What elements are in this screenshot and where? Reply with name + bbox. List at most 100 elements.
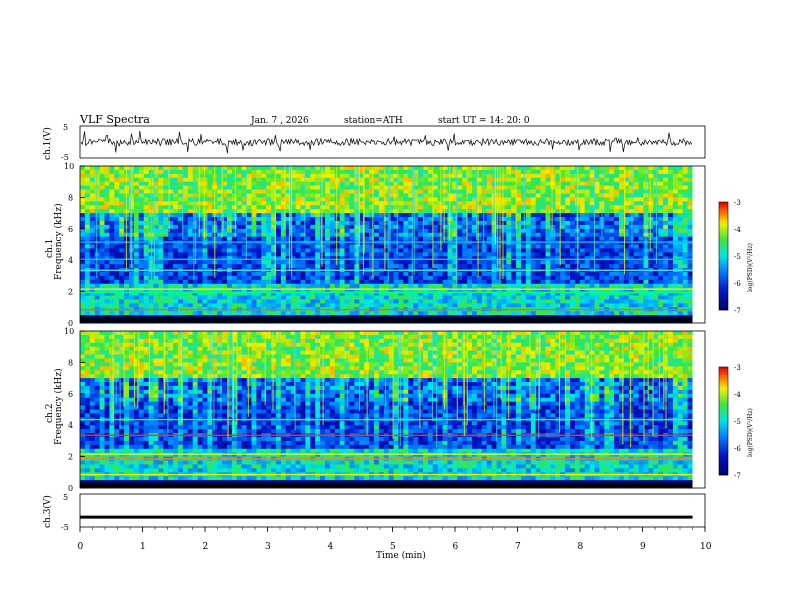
ch1-spectrogram-cell	[486, 279, 492, 285]
ch1-spectrogram-cell	[668, 283, 674, 289]
ch1-spectrogram-cell	[388, 232, 394, 238]
ch1-spectrogram-cell	[261, 279, 267, 285]
ch1-spectrogram-cell	[231, 209, 238, 214]
ch1-spectrogram-cell	[516, 311, 522, 316]
ch1-spectrogram-cell	[153, 173, 159, 179]
ch1-spectrogram-cell	[658, 220, 664, 226]
ch1-spectrogram-cell	[604, 260, 610, 265]
ch1-spectrogram-cell	[369, 185, 375, 190]
ch1-spectrogram-cell	[187, 173, 194, 179]
ch1-spectrogram-cell	[178, 295, 184, 300]
ch1-spectrogram-cell	[182, 244, 189, 249]
ch1-spectrogram-cell	[565, 193, 571, 198]
ch1-spectrogram-cell	[349, 275, 355, 281]
ch1-spectrogram-cell	[687, 185, 693, 190]
ch1-spectrogram-cell	[570, 264, 576, 269]
ch1-spectrogram-cell	[653, 283, 659, 289]
ch1-spectrogram-cell	[570, 275, 576, 281]
ch1-spectrogram-cell	[663, 252, 669, 257]
ch1-spectrogram-cell	[383, 299, 390, 304]
ch1-spectrogram-cell	[540, 201, 546, 206]
ch1-spectrogram-cell	[501, 303, 507, 308]
ch1-spectrogram-cell	[427, 232, 434, 238]
ch1-spectrogram-cell	[672, 213, 679, 218]
ch1-spectrogram-cell	[182, 166, 189, 171]
ch1-spectrogram-cell	[80, 220, 86, 226]
ch1-spectrogram-cell	[682, 189, 688, 194]
ch1-spectrogram-cell	[138, 166, 145, 171]
ch1-spectrogram-cell	[359, 299, 365, 304]
ch1-spectrogram-cell	[305, 201, 311, 206]
ch1-spectrogram-cell	[467, 248, 473, 253]
ch1-spectrogram-cell	[570, 311, 576, 316]
ch1-spectrogram-cell	[251, 260, 257, 265]
ch1-spectrogram-cell	[467, 228, 473, 234]
ch1-spectrogram-cell	[614, 244, 620, 249]
ch1-spectrogram-cell	[506, 295, 512, 300]
ch1-spectrogram-cell	[187, 228, 194, 234]
ch1-spectrogram-cell	[604, 213, 610, 218]
ch1-spectrogram-cell	[604, 209, 610, 214]
ch1-spectrogram-cell	[374, 201, 380, 206]
ch1-spectrogram-cell	[329, 271, 336, 277]
ch1-spectrogram-cell	[369, 264, 375, 269]
ch1-spectrogram-cell	[153, 299, 159, 304]
ch1-spectrogram-cell	[476, 177, 483, 183]
ch1-spectrogram-cell	[427, 177, 434, 183]
ch1-spectrogram-cell	[535, 248, 541, 253]
ch1-spectrogram-cell	[236, 283, 243, 289]
ch1-spectrogram-cell	[540, 193, 546, 198]
ch1-spectrogram-cell	[668, 224, 674, 230]
ch1-spectrogram-cell	[565, 248, 571, 253]
ch1-spectrogram-cell	[658, 205, 664, 210]
ch1-spectrogram-cell	[521, 193, 527, 198]
ch1-spectrogram-cell	[178, 291, 184, 296]
ch1-spectrogram-cell	[496, 205, 502, 210]
ch1-spectrogram-cell	[584, 224, 590, 230]
ch1-spectrogram-cell	[212, 291, 218, 296]
ch1-spectrogram-cell	[408, 271, 414, 277]
ch1-spectrogram-cell	[364, 295, 370, 300]
ch1-spectrogram-cell	[339, 291, 345, 296]
ch1-spectrogram-cell	[153, 166, 159, 171]
ch1-spectrogram-cell	[378, 244, 385, 249]
ch1-spectrogram-cell	[604, 244, 610, 249]
ch1-spectrogram-cell	[442, 283, 448, 289]
ch1-spectrogram-cell	[560, 252, 566, 257]
ch1-spectrogram-cell	[672, 303, 679, 308]
ch1-spectrogram-cell	[364, 311, 370, 316]
ch1-spectrogram-cell	[609, 228, 615, 234]
ch1-spectrogram-cell	[486, 299, 492, 304]
ch1-spectrogram-cell	[521, 177, 527, 183]
ch1-spectrogram-cell	[658, 209, 664, 214]
ch1-spectrogram-cell	[530, 283, 537, 289]
ch1-spectrogram-cell	[594, 299, 600, 304]
ch1-spectrogram-cell	[525, 185, 532, 190]
ch1-spectrogram-cell	[501, 189, 507, 194]
ch1-spectrogram-cell	[315, 256, 321, 261]
ch1-spectrogram-cell	[560, 232, 566, 238]
ch1-spectrogram-cell	[628, 224, 635, 230]
ch1-spectrogram-cell	[403, 264, 409, 269]
ch1-spectrogram-cell	[633, 236, 639, 241]
ch1-spectrogram-cell	[437, 213, 443, 218]
ch1-spectrogram-cell	[334, 271, 341, 277]
ch1-spectrogram-cell	[584, 264, 590, 269]
ch1-spectrogram-cell	[231, 279, 238, 285]
ch1-spectrogram-cell	[530, 205, 537, 210]
ch1-spectrogram-cell	[432, 256, 439, 261]
ch1-spectrogram-cell	[133, 166, 140, 171]
ch1-spectrogram-cell	[374, 205, 380, 210]
ch1-spectrogram-cell	[227, 228, 233, 234]
ch1-spectrogram-cell	[579, 177, 586, 183]
ch1-spectrogram-cell	[663, 189, 669, 194]
ch1-spectrogram-cell	[555, 224, 561, 230]
ch1-spectrogram-cell	[491, 299, 497, 304]
ch1-spectrogram-cell	[315, 275, 321, 281]
ch1-spectrogram-cell	[570, 166, 576, 171]
ch1-spectrogram-cell	[344, 228, 350, 234]
ch1-spectrogram-cell	[227, 283, 233, 289]
ch1-spectrogram-cell	[672, 166, 679, 171]
ch1-spectrogram-cell	[525, 256, 532, 261]
ch1-spectrogram-cell	[84, 209, 91, 214]
